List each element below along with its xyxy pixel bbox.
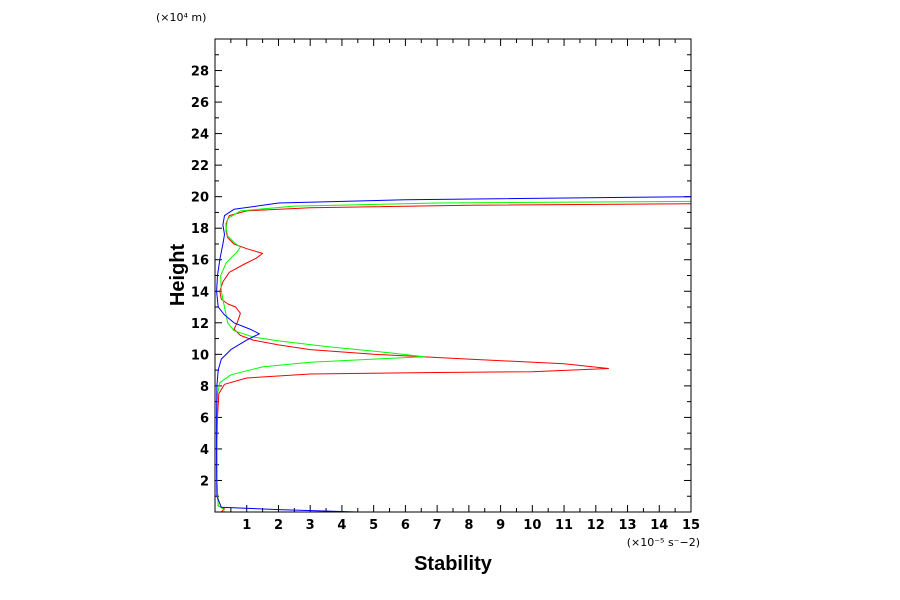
y-tick-label: 22 [191,159,209,174]
series-lines [216,196,692,513]
y-tick-label: 8 [200,380,209,395]
series-line-2 [216,200,692,513]
x-tick-label: 6 [401,518,410,533]
x-tick-label: 14 [650,518,668,533]
x-tick-label: 7 [433,518,442,533]
x-tick-label: 15 [682,518,700,533]
y-tick-label: 18 [191,222,209,237]
y-axis-title: Height [167,244,189,307]
x-axis-title: Stability [414,553,493,575]
x-tick-label: 4 [337,518,346,533]
x-tick-label: 12 [587,518,605,533]
y-tick-label: 20 [191,191,209,206]
x-tick-label: 2 [274,518,283,533]
y-tick-label: 4 [200,443,209,458]
x-tick-label: 8 [464,518,473,533]
y-tick-label: 14 [191,285,209,300]
y-tick-label: 6 [200,411,209,426]
x-tick-label: 11 [555,518,573,533]
plot-frame [214,38,692,513]
x-tick-label: 9 [496,518,505,533]
x-unit-label: (×10⁻⁵ s⁻−2) [627,536,700,549]
y-tick-label: 2 [200,474,209,489]
y-tick-label: 10 [191,348,209,363]
y-tick-label: 28 [191,65,209,80]
x-tick-label: 3 [306,518,315,533]
x-tick-labels: 1 2 3 4 5 6 7 8 9 10 11 12 13 14 15 [242,518,700,533]
x-tick-label: 13 [618,518,636,533]
y-tick-label: 26 [191,96,209,111]
y-tick-label: 16 [191,254,209,269]
y-unit-label: (×10⁴ m) [156,11,206,24]
y-tick-label: 24 [191,128,209,143]
axis-ticks [214,38,692,513]
x-tick-label: 1 [242,518,251,533]
series-line-3 [216,196,692,513]
x-tick-label: 10 [523,518,541,533]
x-tick-label: 5 [369,518,378,533]
series-line-1 [216,203,692,513]
y-tick-label: 12 [191,317,209,332]
